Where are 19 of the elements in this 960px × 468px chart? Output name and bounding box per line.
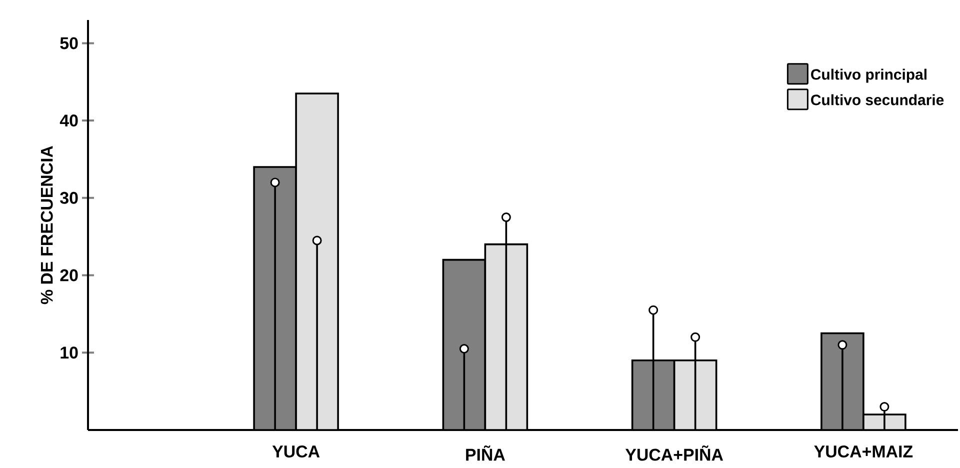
bar bbox=[253, 166, 297, 430]
bar bbox=[442, 258, 486, 430]
y-tick-label: 10 bbox=[60, 346, 78, 359]
y-tick-label: 40 bbox=[60, 114, 78, 127]
bar bbox=[484, 243, 528, 430]
bar bbox=[631, 359, 676, 430]
legend-label: Cultivo secundarie bbox=[811, 94, 944, 106]
bar bbox=[295, 92, 339, 430]
x-tick-label: PIÑA bbox=[466, 446, 505, 461]
y-axis-title: % DE FRECUENCIA bbox=[40, 146, 53, 304]
x-tick-label: YUCA+MAIZ bbox=[814, 446, 913, 458]
bar bbox=[673, 359, 718, 430]
y-tick-label: 50 bbox=[60, 37, 78, 50]
legend-label: Cultivo principal bbox=[811, 68, 926, 83]
x-tick-label: YUCA+PIÑA bbox=[625, 446, 724, 461]
y-tick-label: 20 bbox=[60, 269, 78, 282]
x-tick-label: YUCA bbox=[272, 446, 320, 458]
bar bbox=[820, 332, 864, 430]
y-tick-label: 30 bbox=[60, 192, 78, 204]
